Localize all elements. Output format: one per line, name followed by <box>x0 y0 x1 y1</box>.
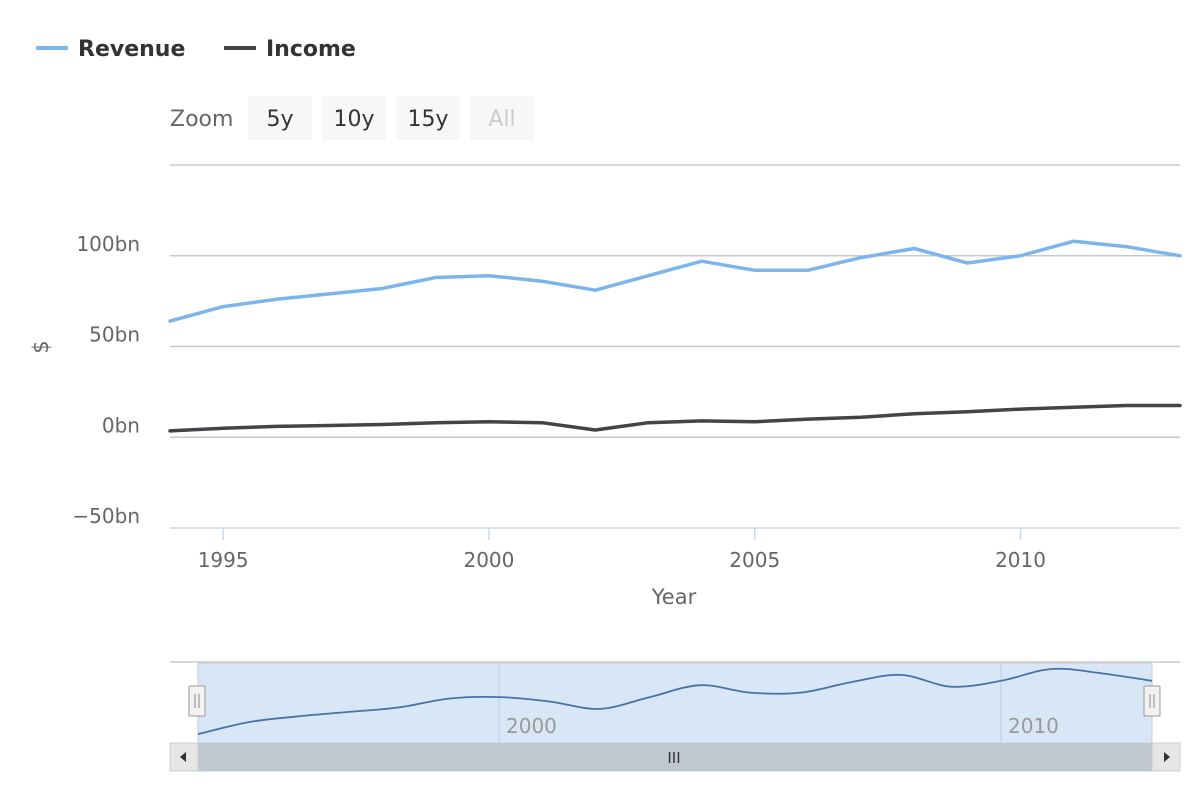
scrollbar-grip-icon: III <box>667 749 680 767</box>
navigator-left-handle[interactable] <box>188 685 206 717</box>
navigator-selected-range[interactable] <box>197 662 1153 744</box>
navigator-label-2000: 2000 <box>506 714 557 738</box>
x-tick-label: 2005 <box>729 548 780 572</box>
y-axis-title: $ <box>29 340 53 353</box>
scrollbar-right-arrow-button[interactable] <box>1151 742 1181 772</box>
x-axis-ticks: 1995 2000 2005 2010 <box>198 528 1046 572</box>
zoom-15y-button[interactable]: 15y <box>396 96 460 140</box>
legend-revenue-label: Revenue <box>78 37 185 62</box>
x-tick-label: 1995 <box>198 548 249 572</box>
navigator-label-2010: 2010 <box>1008 714 1059 738</box>
legend: Revenue Income <box>36 37 356 62</box>
y-tick-label: 100bn <box>76 232 140 256</box>
navigator-revenue-line <box>197 667 1153 735</box>
x-axis-title: Year <box>651 585 697 609</box>
zoom-all-button[interactable]: All <box>470 96 534 140</box>
y-tick-label: 0bn <box>102 413 140 437</box>
legend-item-income[interactable]: Income <box>224 37 356 62</box>
plot-series <box>168 239 1182 433</box>
navigator-right-handle[interactable] <box>1143 685 1161 717</box>
series-line-income <box>168 403 1182 433</box>
plot-grid <box>170 164 1180 438</box>
zoom-15y-label: 15y <box>407 107 448 132</box>
zoom-10y-button[interactable]: 10y <box>322 96 386 140</box>
right-arrow-icon <box>1164 752 1170 762</box>
legend-income-label: Income <box>266 37 356 62</box>
x-tick-label: 2010 <box>995 548 1046 572</box>
y-tick-label: −50bn <box>72 504 140 528</box>
left-arrow-icon <box>180 752 186 762</box>
scrollbar-thumb[interactable] <box>198 743 1152 771</box>
scrollbar-left-arrow-button[interactable] <box>169 742 199 772</box>
zoom-5y-label: 5y <box>266 107 293 132</box>
y-tick-label: 50bn <box>89 323 140 347</box>
y-axis-ticks: −50bn 0bn 50bn 100bn <box>72 232 140 528</box>
range-selector: Zoom 5y 10y 15y All <box>170 96 534 140</box>
navigator: 2000 2010 III <box>169 661 1181 772</box>
zoom-5y-button[interactable]: 5y <box>248 96 312 140</box>
series-line-revenue <box>168 239 1182 323</box>
zoom-all-label: All <box>488 107 515 132</box>
zoom-10y-label: 10y <box>333 107 374 132</box>
legend-item-revenue[interactable]: Revenue <box>36 37 185 62</box>
x-tick-label: 2000 <box>463 548 514 572</box>
zoom-label: Zoom <box>170 107 233 132</box>
